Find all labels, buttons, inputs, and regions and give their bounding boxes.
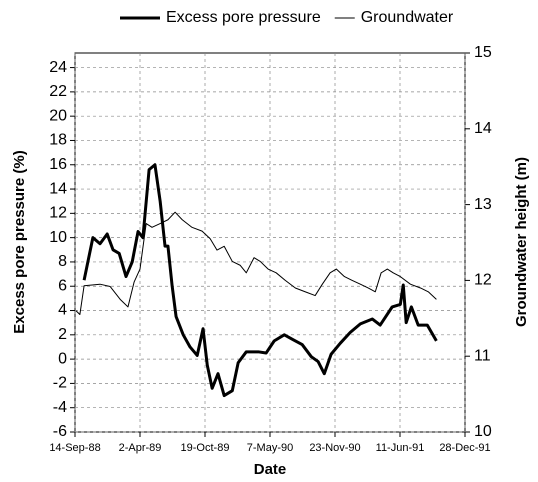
y-tick-label: -6 [53,423,67,440]
y-tick-label: 4 [58,302,67,319]
y2-tick-label: 12 [474,272,492,289]
y-tick-label: -2 [53,375,67,392]
y-tick-label: 10 [49,229,67,246]
x-tick-label: 23-Nov-90 [309,442,360,454]
data-line [75,211,437,316]
y-tick-label: 12 [49,205,67,222]
x-tick-label: 7-May-90 [247,442,293,454]
y2-tick-label: 14 [474,120,492,137]
y-tick-label: 8 [58,253,67,270]
y2-tick-label: 11 [474,347,491,364]
y2-tick-label: 10 [474,423,492,440]
y-tick-label: 22 [49,83,67,100]
x-tick-label: 28-Dec-91 [439,442,490,454]
legend-label: Excess pore pressure [166,9,321,26]
x-tick-label: 14-Sep-88 [49,442,100,454]
legend-label: Groundwater [361,9,454,26]
y-tick-label: 16 [49,156,67,173]
y-tick-label: -4 [53,399,67,416]
y-tick-label: 6 [58,277,67,294]
y-tick-label: 2 [58,326,67,343]
x-tick-label: 2-Apr-89 [119,442,162,454]
x-tick-label: 19-Oct-89 [181,442,230,454]
y-tick-label: 20 [49,107,67,124]
y-tick-label: 14 [49,180,67,197]
y2-tick-label: 13 [474,196,492,213]
x-tick-label: 11-Jun-91 [376,442,425,454]
y2-tick-label: 15 [474,44,492,61]
y-tick-label: 24 [49,59,67,76]
y2-axis-label: Groundwater height (m) [513,157,530,327]
y-tick-label: 0 [58,350,67,367]
data-line [82,163,438,398]
x-axis-label: Date [254,461,287,478]
y-tick-label: 18 [49,132,67,149]
y-axis-label: Excess pore pressure (%) [11,150,28,333]
